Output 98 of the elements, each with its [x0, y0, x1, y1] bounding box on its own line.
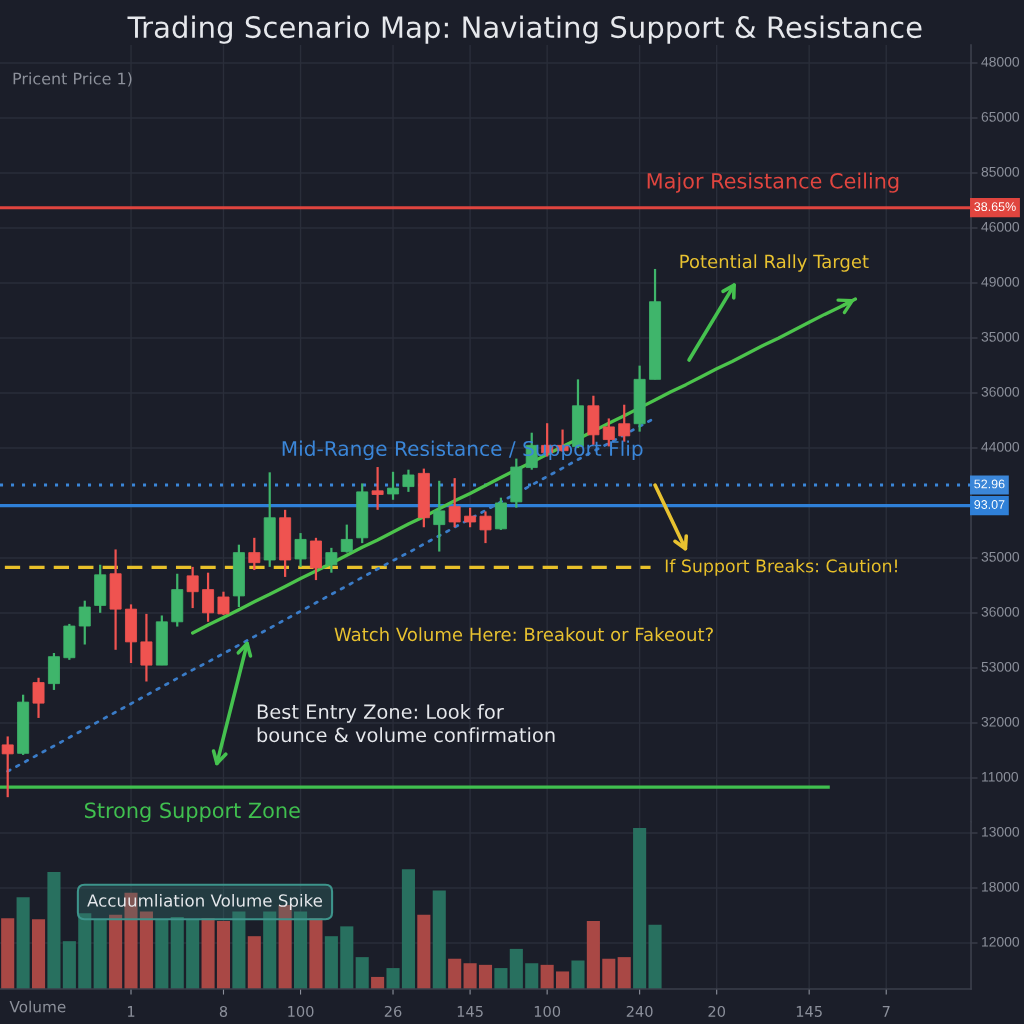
text: 18000 — [982, 881, 1020, 892]
text: 49000 — [981, 276, 1020, 287]
candlestick — [448, 477, 461, 529]
candlestick — [294, 531, 307, 568]
text: 52.96 — [974, 479, 1005, 489]
annotation: Accuumliation Volume Spike — [87, 893, 323, 911]
bar — [371, 976, 385, 989]
ref-line-label: Strong Support Zone — [84, 802, 300, 823]
candlestick — [217, 590, 230, 617]
bar — [586, 920, 600, 989]
bar — [432, 890, 446, 989]
text: 53000 — [981, 661, 1020, 672]
candlestick — [248, 536, 261, 572]
text: 38.65% — [974, 202, 1016, 212]
text: 13000 — [982, 826, 1020, 837]
annotation: Watch Volume Here: Breakout or Fakeout? — [334, 627, 713, 642]
candlestick — [186, 565, 199, 610]
bar — [201, 918, 215, 989]
candlestick — [433, 479, 446, 553]
x-tick-label: 100 — [534, 1005, 561, 1017]
annotation: Potential Rally Target — [680, 254, 869, 272]
ref-line-label: If Support Breaks: Caution! — [665, 559, 897, 576]
text: Pricent Price 1) — [13, 72, 132, 87]
bar — [309, 918, 323, 989]
candlestick — [325, 546, 338, 574]
bar — [139, 911, 153, 989]
candlestick — [402, 468, 415, 493]
bar — [386, 968, 400, 989]
text: 12000 — [982, 936, 1020, 947]
x-tick-label: 145 — [457, 1006, 483, 1017]
candlestick — [32, 676, 45, 720]
bar — [247, 936, 261, 989]
bar — [16, 897, 30, 989]
bar — [31, 919, 46, 989]
bar — [232, 911, 246, 989]
candlestick — [202, 571, 215, 623]
bar — [525, 963, 539, 989]
candlestick — [140, 612, 153, 683]
bar — [340, 926, 354, 989]
candlestick — [387, 470, 399, 501]
candlestick — [479, 510, 492, 545]
text: 93.07 — [974, 500, 1005, 509]
bar — [355, 957, 369, 989]
text: 35000 — [981, 551, 1020, 562]
candlestick — [464, 506, 477, 529]
bar — [633, 827, 647, 989]
bar — [478, 964, 493, 989]
bar — [401, 869, 415, 989]
bar — [463, 963, 477, 989]
ref-line-label: Major Resistance Ceiling — [647, 172, 899, 193]
x-tick-label: 1 — [127, 1006, 135, 1017]
text: 48000 — [981, 56, 1020, 67]
bar — [263, 911, 277, 989]
x-tick-label: 145 — [796, 1006, 822, 1017]
bar — [324, 936, 338, 989]
bar — [617, 957, 631, 989]
x-tick-label: 8 — [219, 1005, 228, 1017]
text: 36000 — [981, 386, 1020, 397]
bar — [78, 913, 92, 989]
text: Volume — [9, 1000, 66, 1013]
x-tick-label: 7 — [882, 1006, 890, 1017]
text: 36000 — [981, 606, 1020, 617]
x-tick-label: 100 — [288, 1005, 314, 1017]
text: 85000 — [981, 166, 1020, 177]
text: 32000 — [981, 716, 1020, 727]
bar — [47, 871, 61, 989]
bar — [186, 919, 200, 989]
bar — [540, 964, 554, 989]
bar — [93, 919, 107, 989]
bar — [109, 914, 123, 989]
bar — [294, 911, 308, 989]
text: 65000 — [981, 111, 1020, 122]
bar — [62, 941, 76, 989]
chart-title: Trading Scenario Map: Naviating Support & Resistance — [127, 15, 922, 44]
annotation: Best Entry Zone: Look for bounce & volume confirmation — [257, 704, 555, 743]
x-tick-label: 240 — [626, 1005, 653, 1017]
bar — [571, 960, 585, 989]
bar — [509, 948, 523, 989]
bar — [1, 918, 15, 989]
candlestick — [78, 599, 91, 646]
bar — [155, 919, 169, 989]
candlestick — [1, 735, 14, 799]
text: 44000 — [981, 441, 1020, 452]
x-tick-label: 26 — [384, 1005, 402, 1017]
text: 46000 — [981, 221, 1020, 232]
x-tick-label: 20 — [708, 1005, 725, 1017]
candlestick — [340, 523, 353, 554]
bar — [556, 971, 570, 989]
bar — [448, 958, 462, 989]
bar — [494, 968, 508, 989]
bar — [648, 924, 662, 989]
candlestick — [371, 465, 384, 511]
text: 35000 — [981, 331, 1020, 342]
bar — [602, 958, 616, 989]
bar — [170, 917, 184, 989]
text: 11000 — [982, 771, 1019, 782]
bar — [417, 914, 431, 989]
bar — [216, 920, 231, 989]
